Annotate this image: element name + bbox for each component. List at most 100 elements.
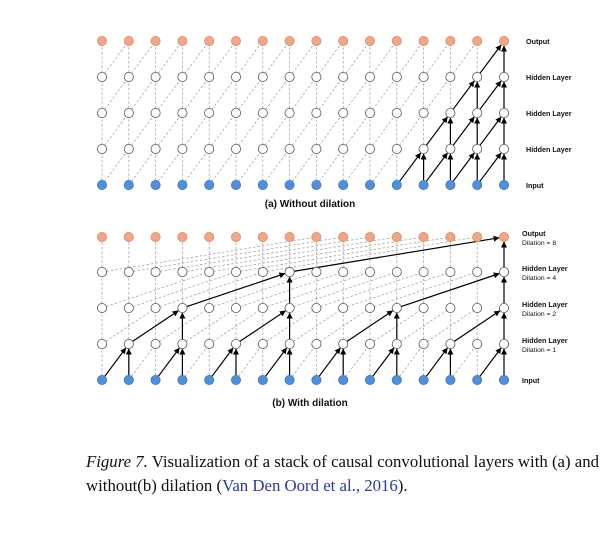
- dashed-edge: [128, 148, 156, 186]
- hidden-node: [204, 143, 215, 154]
- active-edge: [479, 152, 502, 182]
- dashed-edge: [128, 236, 344, 273]
- hidden-node: [338, 266, 349, 277]
- active-edge: [239, 310, 286, 342]
- output-node: [391, 231, 402, 242]
- output-node: [498, 36, 509, 47]
- active-edge: [452, 116, 475, 146]
- active-edge: [400, 272, 500, 308]
- output-node: [177, 231, 188, 242]
- dashed-edge: [289, 307, 344, 345]
- hidden-node: [498, 302, 509, 313]
- input-node: [257, 374, 268, 385]
- hidden-node: [123, 72, 134, 83]
- dashed-edge: [155, 112, 183, 150]
- output-node: [123, 36, 134, 47]
- input-node: [150, 374, 161, 385]
- citation-link[interactable]: Van Den Oord et al., 2016: [222, 476, 398, 495]
- hidden-node: [364, 302, 375, 313]
- dashed-edge: [289, 343, 317, 381]
- layer-dilation-label: Dilation = 1: [522, 347, 556, 354]
- hidden-node: [204, 108, 215, 119]
- dashed-edge: [182, 40, 210, 78]
- hidden-node: [230, 108, 241, 119]
- dashed-edge: [155, 148, 183, 186]
- input-node: [418, 179, 429, 190]
- dashed-edge: [235, 112, 264, 150]
- hidden-node: [284, 338, 295, 349]
- input-node: [445, 374, 456, 385]
- layer-label: Output: [522, 229, 546, 238]
- hidden-node: [364, 338, 375, 349]
- input-node: [230, 179, 241, 190]
- dashed-edge: [101, 40, 130, 78]
- active-edge: [104, 347, 127, 377]
- layer-label: Hidden Layer: [522, 300, 568, 309]
- input-node: [230, 374, 241, 385]
- active-edge: [265, 347, 288, 377]
- active-edge: [425, 152, 448, 182]
- active-edge: [372, 347, 395, 377]
- hidden-node: [391, 72, 402, 83]
- input-node: [150, 179, 161, 190]
- dashed-edge: [262, 148, 290, 186]
- dashed-edge: [396, 76, 424, 114]
- input-node: [364, 179, 375, 190]
- input-node: [498, 179, 509, 190]
- edges: [101, 236, 505, 381]
- input-node: [418, 374, 429, 385]
- dashed-edge: [209, 236, 424, 273]
- active-edge: [294, 235, 500, 272]
- dashed-edge: [450, 40, 478, 78]
- hidden-node: [338, 108, 349, 119]
- hidden-node: [445, 143, 456, 154]
- dashed-edge: [155, 76, 183, 114]
- input-node: [338, 179, 349, 190]
- input-node: [311, 179, 322, 190]
- input-node: [177, 179, 188, 190]
- dashed-edge: [316, 307, 371, 345]
- input-node: [364, 374, 375, 385]
- input-node: [123, 374, 134, 385]
- hidden-node: [257, 302, 268, 313]
- hidden-node: [284, 108, 295, 119]
- hidden-node: [311, 143, 322, 154]
- hidden-node: [391, 143, 402, 154]
- hidden-node: [445, 72, 456, 83]
- dashed-edge: [155, 236, 371, 273]
- active-edge: [479, 80, 502, 110]
- dashed-edge: [235, 148, 264, 186]
- hidden-node: [472, 302, 483, 313]
- dashed-edge: [128, 343, 156, 381]
- layer-label: Hidden Layer: [526, 145, 572, 154]
- hidden-node: [97, 338, 108, 349]
- dashed-edge: [182, 343, 210, 381]
- dashed-edge: [342, 148, 371, 186]
- output-node: [284, 231, 295, 242]
- input-node: [445, 179, 456, 190]
- output-node: [284, 36, 295, 47]
- panel-b-with-dilation: Output Dilation = 8 Hidden Layer Dilation =…: [97, 229, 568, 409]
- input-node: [284, 374, 295, 385]
- hidden-node: [150, 302, 161, 313]
- hidden-node: [257, 338, 268, 349]
- dashed-edge: [182, 307, 237, 345]
- dashed-edge: [208, 112, 237, 150]
- hidden-node: [364, 72, 375, 83]
- hidden-node: [498, 108, 509, 119]
- active-edge: [318, 347, 341, 377]
- dashed-edge: [342, 112, 371, 150]
- dashed-edge: [396, 112, 424, 150]
- active-edge: [452, 152, 475, 182]
- hidden-node: [364, 108, 375, 119]
- dashed-edge: [262, 76, 290, 114]
- hidden-node: [338, 338, 349, 349]
- hidden-node: [257, 72, 268, 83]
- active-edge: [479, 116, 502, 146]
- caption-end: ).: [397, 476, 408, 495]
- output-node: [123, 231, 134, 242]
- layer-label: Hidden Layer: [522, 264, 568, 273]
- input-node: [284, 179, 295, 190]
- hidden-node: [123, 338, 134, 349]
- input-node: [391, 179, 402, 190]
